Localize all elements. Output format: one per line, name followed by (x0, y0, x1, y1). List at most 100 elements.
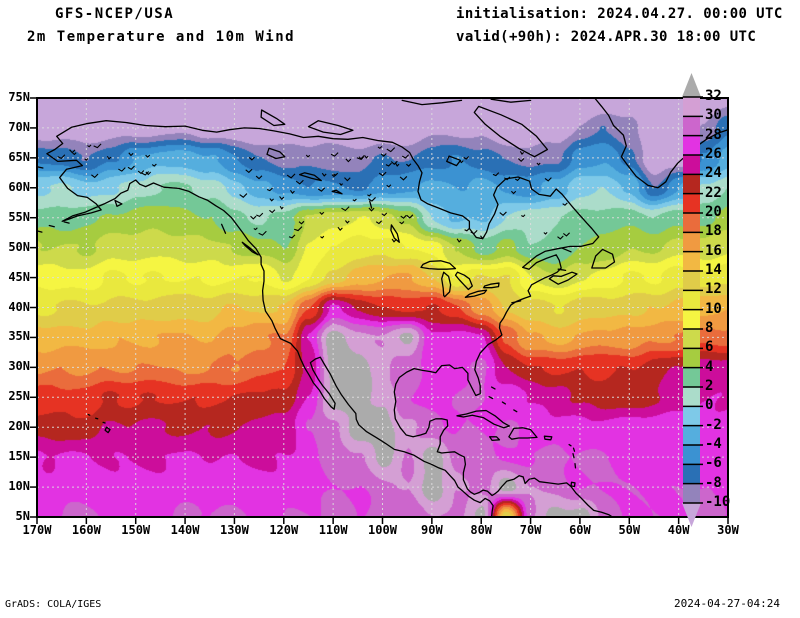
colorbar-segment (683, 271, 700, 291)
lon-tick-label: 100W (368, 523, 397, 537)
colorbar-tick-label: -6 (705, 455, 722, 472)
colorbar-tick-label: -4 (705, 436, 722, 452)
colorbar-segment (683, 116, 700, 137)
colorbar-segment (683, 174, 700, 195)
coastline-hawaii-maui (102, 421, 106, 424)
colorbar-above-arrow (682, 73, 701, 97)
lon-tick-label: 90W (421, 523, 443, 537)
colorbar-segment (683, 483, 700, 504)
coastline-ellesmere-edge (490, 98, 532, 103)
colorbar-tick-label: 24 (705, 165, 722, 182)
colorbar-segment (683, 97, 700, 117)
lon-tick-label: 60W (569, 523, 591, 537)
coastline-banks-island (260, 109, 286, 127)
coastline-lake-ontario (483, 282, 500, 289)
lon-tick-label: 140W (170, 523, 200, 537)
colorbar-segment (683, 387, 700, 407)
colorbar-tick-label: 10 (705, 300, 722, 317)
colorbar-segment (683, 445, 700, 465)
colorbar-segment (683, 367, 700, 388)
coastline-reindeer-lake (369, 200, 373, 209)
coastline-vancouver-island (241, 241, 259, 256)
lon-tick-label: 80W (470, 523, 493, 537)
lat-tick-label: 40N (8, 299, 30, 314)
lat-tick-label: 15N (8, 449, 30, 464)
colorbar-segment (683, 329, 700, 349)
coastline-hispaniola (508, 427, 538, 440)
colorbar-segment (683, 135, 700, 156)
lat-tick-label: 5N (15, 509, 30, 523)
coastline-hawaii-big-island (104, 426, 111, 434)
coastline-newfoundland (591, 248, 616, 269)
coastline-jamaica (488, 436, 501, 442)
coastline-antilles-2 (574, 463, 577, 469)
colorbar-tick-label: -8 (705, 474, 722, 491)
lon-tick-label: 120W (269, 523, 299, 537)
grads-credit: GrADS: COLA/IGES (5, 599, 102, 610)
coastline-lake-winnipeg (390, 224, 400, 243)
colorbar-segment (683, 232, 700, 253)
coastline-mainland-west (46, 120, 494, 518)
lat-tick-label: 20N (8, 419, 30, 434)
model-title: GFS-NCEP/USA (55, 6, 175, 22)
coastline-southampton-island (446, 155, 462, 167)
coastline-great-bear-lake (266, 147, 286, 160)
colorbar-tick-label: -10 (705, 494, 731, 510)
colorbar-segment (683, 309, 700, 330)
colorbar-tick-label: 0 (705, 397, 714, 414)
colorbar-segment (683, 213, 700, 233)
colorbar-tick-label: 20 (705, 204, 722, 220)
colorbar-tick-label: 22 (705, 184, 722, 201)
lon-tick-label: 170W (22, 523, 52, 537)
init-time-label: initialisation: 2024.04.27. 00:00 UTC (456, 6, 783, 22)
chart-subtitle: 2m Temperature and 10m Wind (27, 29, 296, 45)
colorbar-segment (683, 290, 700, 311)
coastline-prince-edward-island (557, 268, 567, 272)
colorbar-tick-label: 26 (705, 146, 722, 162)
lat-tick-label: 55N (8, 209, 30, 224)
colorbar-tick-label: 2 (705, 378, 714, 394)
lon-tick-label: 50W (618, 523, 641, 537)
coastline-lake-athabasca (331, 189, 343, 195)
colorbar-segment (683, 348, 700, 369)
coastline-antilles-1 (572, 452, 575, 459)
colorbar-tick-label: 18 (705, 223, 722, 240)
lon-tick-label: 40W (667, 523, 690, 537)
coastline-cuba (456, 409, 510, 429)
lat-tick-label: 65N (8, 149, 30, 164)
coastline-lake-huron (454, 271, 473, 291)
coastline-aleutians-1 (48, 224, 55, 228)
coastline-bahamas-2 (488, 396, 494, 400)
colorbar-tick-label: 16 (705, 242, 722, 259)
graticule (37, 98, 728, 517)
colorbar-tick-label: 12 (705, 281, 722, 298)
colorbar-tick-label: -2 (705, 416, 722, 433)
coastline-hawaii-oahu (95, 417, 99, 420)
lon-tick-label: 160W (71, 523, 101, 537)
lat-tick-label: 50N (8, 239, 30, 254)
colorbar-below-arrow (682, 503, 701, 527)
coastline-bahamas-3 (501, 401, 507, 405)
coastline-lake-michigan (441, 271, 452, 298)
lat-tick-label: 35N (8, 329, 30, 344)
coastline-bahamas-4 (513, 409, 518, 413)
colorbar-tick-label: 6 (705, 339, 714, 356)
coastline-kodiak-island (114, 199, 123, 207)
lat-tick-label: 75N (8, 90, 30, 104)
colorbar-segment (683, 425, 700, 446)
colorbar-tick-label: 28 (705, 126, 722, 143)
coastline-baffin-island (473, 105, 549, 158)
colorbar-segment (683, 464, 700, 485)
coastline-anticosti-island (561, 247, 572, 253)
lat-tick-label: 10N (8, 479, 30, 494)
colorbar-segment (683, 251, 700, 272)
coastline-bahamas-1 (490, 386, 496, 390)
coastline-long-island (511, 300, 522, 304)
coastline-hawaii-kauai (87, 413, 91, 416)
lon-tick-label: 150W (121, 523, 151, 537)
colorbar (682, 73, 703, 527)
coastline-aleutians-3 (63, 221, 70, 224)
coastline-puerto-rico (543, 435, 553, 441)
lat-tick-label: 70N (8, 119, 30, 134)
